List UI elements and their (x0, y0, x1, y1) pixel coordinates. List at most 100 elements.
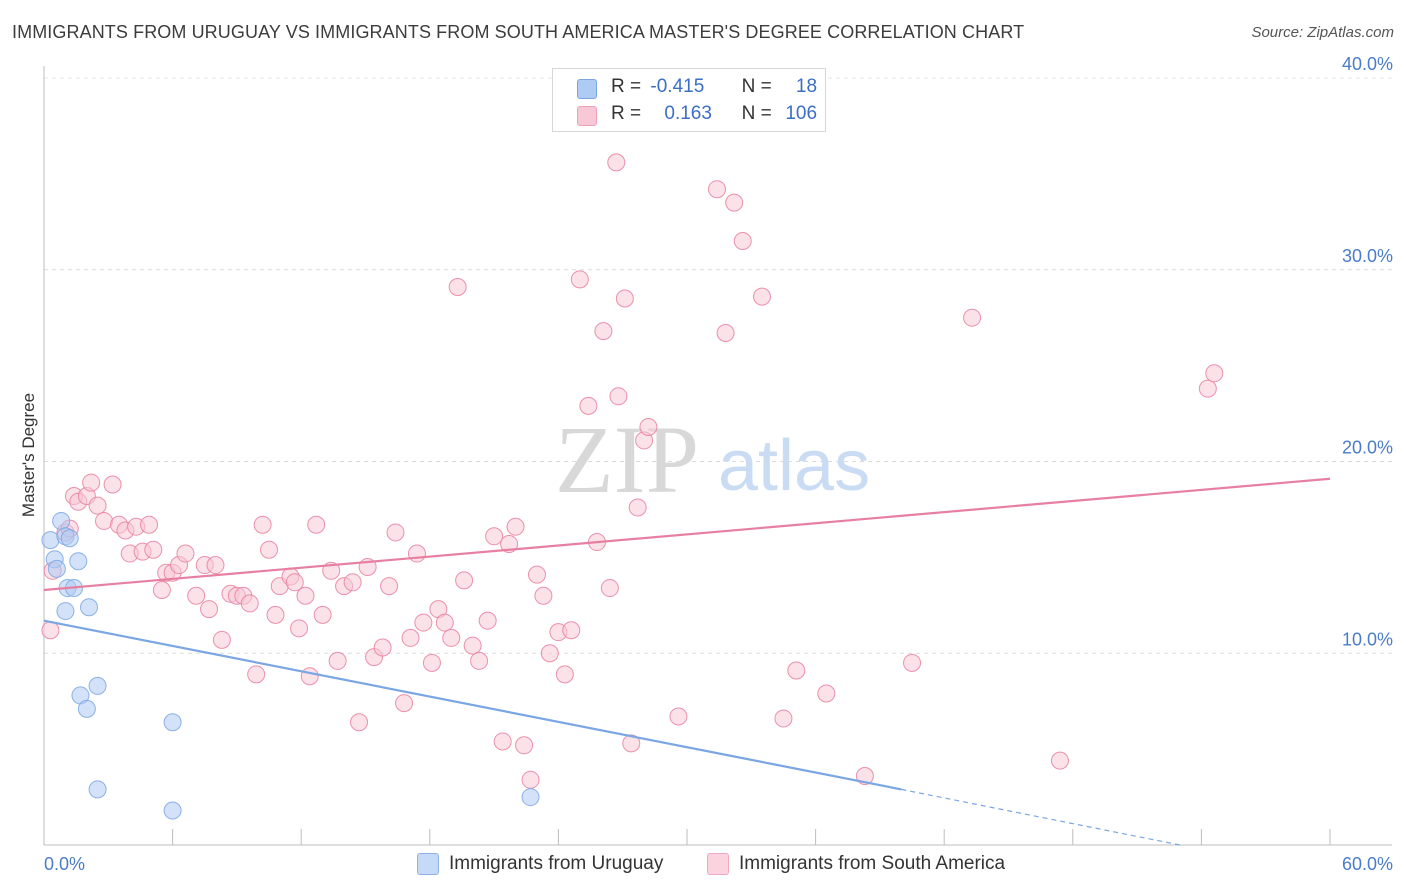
watermark: ZIP atlas (555, 406, 870, 513)
data-point-south-america (285, 573, 304, 592)
data-point-uruguay (47, 559, 66, 578)
correlation-legend: R = -0.415 N = 18 R = 0.163 N = 106 (552, 68, 826, 132)
x-tick-label: 60.0% (1342, 854, 1393, 874)
trend-line-uruguay (43, 619, 902, 791)
data-point-south-america (187, 586, 206, 605)
bottom-legend-swatch-uruguay (417, 853, 439, 875)
legend-n-value: 106 (785, 103, 818, 124)
data-point-south-america (414, 613, 433, 632)
data-point-south-america (442, 628, 461, 647)
legend-n-label: N = (741, 76, 772, 97)
data-point-south-america (622, 734, 641, 753)
data-point-south-america (478, 611, 497, 630)
y-tick-label: 30.0% (1342, 246, 1393, 266)
y-tick-label: 10.0% (1342, 629, 1393, 649)
data-point-south-america (380, 577, 399, 596)
data-point-south-america (903, 653, 922, 672)
data-point-south-america (41, 621, 60, 640)
data-point-south-america (753, 287, 772, 306)
watermark-zip: ZIP (555, 406, 699, 513)
legend-r-value: -0.415 (650, 76, 705, 97)
series-south-america-points (41, 153, 1224, 789)
data-point-south-america (448, 278, 467, 297)
source-label: Source: ZipAtlas.com (1251, 24, 1394, 41)
legend-r-label: R = (611, 103, 642, 124)
y-axis-title: Master's Degree (19, 393, 38, 517)
bottom-legend-swatch-south-america (707, 853, 729, 875)
data-point-south-america (82, 473, 101, 492)
data-point-south-america (774, 709, 793, 728)
data-point-south-america (506, 517, 525, 536)
data-point-south-america (266, 605, 285, 624)
data-point-south-america (95, 511, 114, 530)
y-tick-label: 20.0% (1342, 438, 1393, 458)
data-point-south-america (373, 638, 392, 657)
trend-line-uruguay-extension (901, 788, 1181, 846)
trend-lines (43, 477, 1331, 846)
legend-n-value: 18 (795, 76, 818, 97)
data-point-south-america (386, 523, 405, 542)
data-point-uruguay (88, 676, 107, 695)
x-tick-label: 0.0% (44, 854, 85, 874)
legend-n-label: N = (741, 103, 772, 124)
data-point-south-america (534, 586, 553, 605)
data-point-south-america (579, 396, 598, 415)
axes (43, 66, 1392, 846)
chart-title: IMMIGRANTS FROM URUGUAY VS IMMIGRANTS FR… (12, 22, 1025, 42)
data-point-south-america (395, 694, 414, 713)
data-point-south-america (1205, 364, 1224, 383)
data-point-south-america (708, 180, 727, 199)
data-point-uruguay (60, 529, 79, 548)
data-point-south-america (1050, 751, 1069, 770)
data-point-south-america (212, 630, 231, 649)
data-point-south-america (103, 475, 122, 494)
data-point-south-america (600, 579, 619, 598)
data-point-south-america (470, 651, 489, 670)
data-point-south-america (455, 571, 474, 590)
bottom-legend-label-south-america: Immigrants from South America (739, 853, 1006, 874)
data-point-south-america (240, 594, 259, 613)
data-point-south-america (609, 387, 628, 406)
data-point-south-america (247, 665, 266, 684)
data-point-south-america (206, 556, 225, 575)
data-point-south-america (500, 534, 519, 553)
data-point-uruguay (69, 552, 88, 571)
data-point-south-america (1198, 379, 1217, 398)
data-point-south-america (594, 322, 613, 341)
data-point-uruguay (521, 788, 540, 807)
bottom-legend-label-uruguay: Immigrants from Uruguay (449, 853, 664, 874)
data-point-south-america (435, 613, 454, 632)
data-point-south-america (570, 270, 589, 289)
data-point-south-america (540, 644, 559, 663)
data-point-south-america (307, 515, 326, 534)
gridlines (44, 77, 1392, 654)
data-point-south-america (716, 324, 735, 343)
data-point-south-america (88, 496, 107, 515)
data-point-uruguay (80, 598, 99, 617)
data-point-south-america (555, 665, 574, 684)
data-point-uruguay (77, 699, 96, 718)
data-point-uruguay (41, 531, 60, 550)
legend-r-value: 0.163 (664, 103, 712, 124)
legend-swatch-south-america (577, 106, 597, 126)
data-point-uruguay (163, 713, 182, 732)
watermark-atlas: atlas (718, 426, 870, 506)
data-point-uruguay (52, 511, 71, 530)
data-point-south-america (639, 417, 658, 436)
data-point-south-america (422, 653, 441, 672)
data-point-south-america (521, 770, 540, 789)
y-tick-label: 40.0% (1342, 54, 1393, 74)
data-point-south-america (527, 565, 546, 584)
data-point-south-america (290, 619, 309, 638)
data-point-south-america (515, 736, 534, 755)
data-point-south-america (152, 580, 171, 599)
data-point-south-america (144, 540, 163, 559)
data-point-south-america (615, 289, 634, 308)
data-point-south-america (407, 544, 426, 563)
data-point-south-america (463, 636, 482, 655)
legend-r-label: R = (611, 76, 642, 97)
data-point-south-america (343, 573, 362, 592)
data-point-south-america (628, 498, 647, 517)
data-point-south-america (300, 667, 319, 686)
